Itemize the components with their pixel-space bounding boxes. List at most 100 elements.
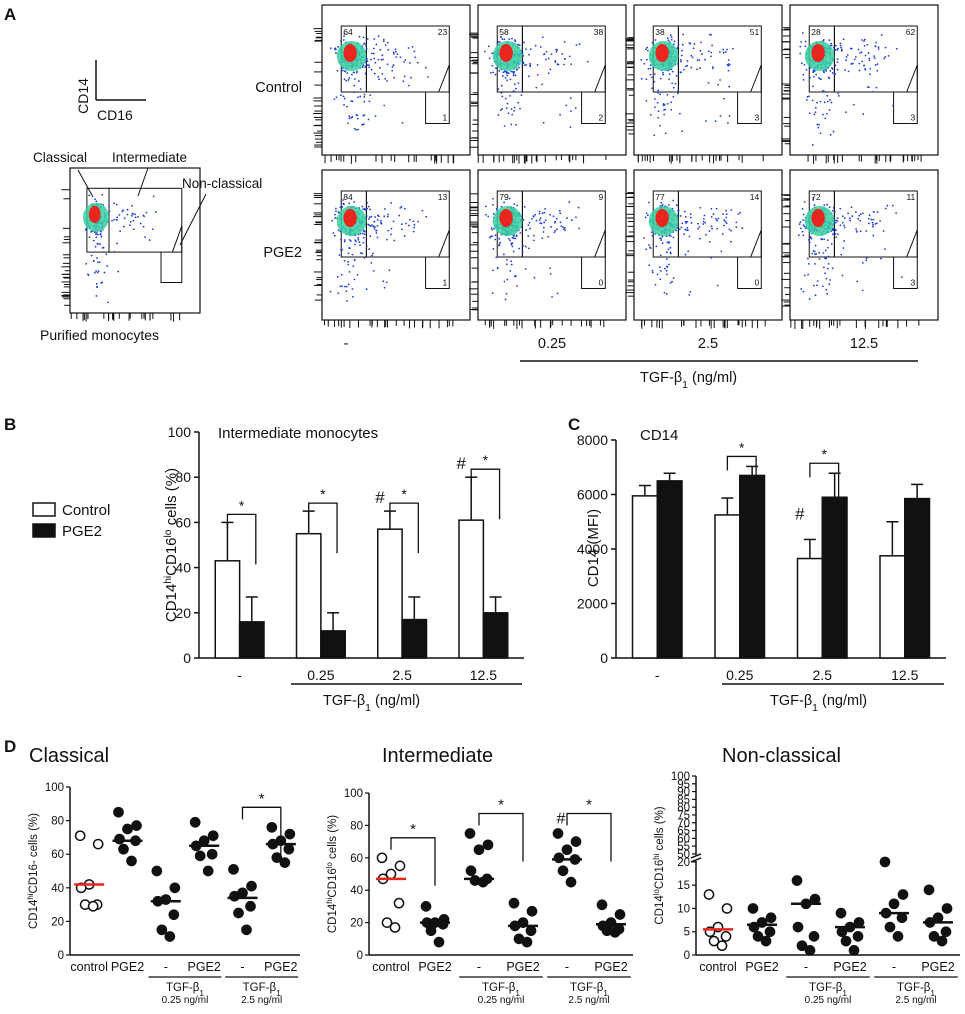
event-dot: [858, 69, 861, 72]
y-tick-label: 60: [175, 514, 191, 530]
event-dot: [660, 201, 663, 204]
y-tick-label: 70: [677, 818, 690, 830]
event-dot: [844, 69, 846, 71]
tgf-label-b-sub: 1: [365, 703, 371, 714]
plot-frame: [69, 167, 201, 314]
event-dot: [536, 73, 539, 76]
event-dot: [845, 111, 847, 114]
dotplot-y-label-part: CD16: [327, 868, 339, 897]
data-point: [565, 876, 577, 888]
gate-value-nonclassical: 0: [599, 278, 604, 288]
event-dot: [509, 78, 512, 81]
density-core-high: [655, 44, 669, 62]
event-dot: [837, 233, 839, 236]
event-dot: [128, 224, 131, 227]
plot-frame: [789, 169, 939, 321]
event-dot: [821, 113, 824, 116]
event-dot: [856, 280, 859, 283]
event-dot: [835, 236, 837, 239]
event-dot: [523, 205, 526, 208]
event-dot: [542, 226, 545, 229]
event-dot: [541, 212, 544, 214]
event-dot: [549, 68, 552, 71]
event-dot: [836, 48, 839, 51]
event-dot: [859, 52, 861, 54]
event-dot: [492, 248, 495, 250]
event-dot: [119, 230, 122, 232]
group-label-tgf-main: TGF-β: [482, 982, 516, 994]
event-dot: [373, 47, 375, 50]
event-dot: [536, 64, 539, 66]
event-dot: [834, 48, 837, 51]
event-dot: [383, 208, 386, 210]
x-category-label: -: [804, 960, 808, 974]
event-dot: [340, 273, 343, 276]
gate-value-intermediate: 14: [750, 192, 760, 202]
event-dot: [828, 39, 831, 42]
event-dot: [506, 74, 509, 77]
event-dot: [543, 211, 546, 214]
data-point: [561, 844, 573, 856]
event-dot: [859, 230, 862, 233]
event-dot: [672, 199, 675, 202]
event-dot: [834, 44, 837, 47]
event-dot: [413, 223, 416, 226]
event-dot: [656, 273, 659, 276]
event-dot: [370, 68, 373, 71]
event-dot: [677, 89, 680, 92]
event-dot: [563, 63, 565, 66]
event-dot: [538, 212, 541, 215]
event-dot: [509, 95, 511, 97]
event-dot: [818, 77, 820, 79]
event-dot: [517, 66, 520, 69]
event-dot: [681, 43, 684, 46]
event-dot: [802, 224, 805, 227]
event-dot: [651, 269, 654, 272]
bar-pge2: [401, 618, 428, 659]
event-dot: [95, 270, 98, 272]
event-dot: [575, 44, 578, 46]
legend-swatch-control: [32, 502, 56, 517]
event-dot: [521, 88, 524, 91]
dotplot-y-label-part: lo: [325, 861, 334, 868]
event-dot: [837, 94, 840, 97]
event-dot: [334, 217, 337, 219]
event-dot: [872, 234, 875, 237]
gate-nonclassical: [893, 64, 918, 124]
event-dot: [126, 208, 129, 211]
event-dot: [380, 58, 383, 61]
event-dot: [538, 210, 541, 213]
event-dot: [864, 54, 867, 57]
event-dot: [659, 254, 662, 257]
bar-control: [631, 495, 658, 659]
event-dot: [668, 263, 670, 266]
event-dot: [339, 206, 342, 209]
event-dot: [708, 241, 711, 243]
event-dot: [95, 295, 98, 297]
event-dot: [357, 80, 360, 82]
event-dot: [855, 230, 858, 233]
event-dot: [337, 45, 340, 48]
event-dot: [100, 235, 103, 238]
event-dot: [812, 199, 815, 201]
event-dot: [651, 271, 654, 274]
event-dot: [523, 64, 526, 67]
event-dot: [864, 38, 866, 41]
data-point-open: [74, 830, 86, 842]
event-dot: [830, 66, 833, 69]
event-dot: [668, 73, 671, 75]
group-label-tgf: TGF-β1: [570, 982, 608, 998]
event-dot: [383, 215, 386, 218]
event-dot: [847, 70, 850, 73]
event-dot: [547, 72, 550, 75]
event-dot: [828, 77, 831, 80]
bar-control: [714, 514, 741, 659]
event-dot: [822, 89, 824, 92]
event-dot: [666, 93, 669, 96]
event-dot: [366, 207, 369, 210]
event-dot: [85, 227, 88, 230]
event-dot: [549, 273, 552, 275]
